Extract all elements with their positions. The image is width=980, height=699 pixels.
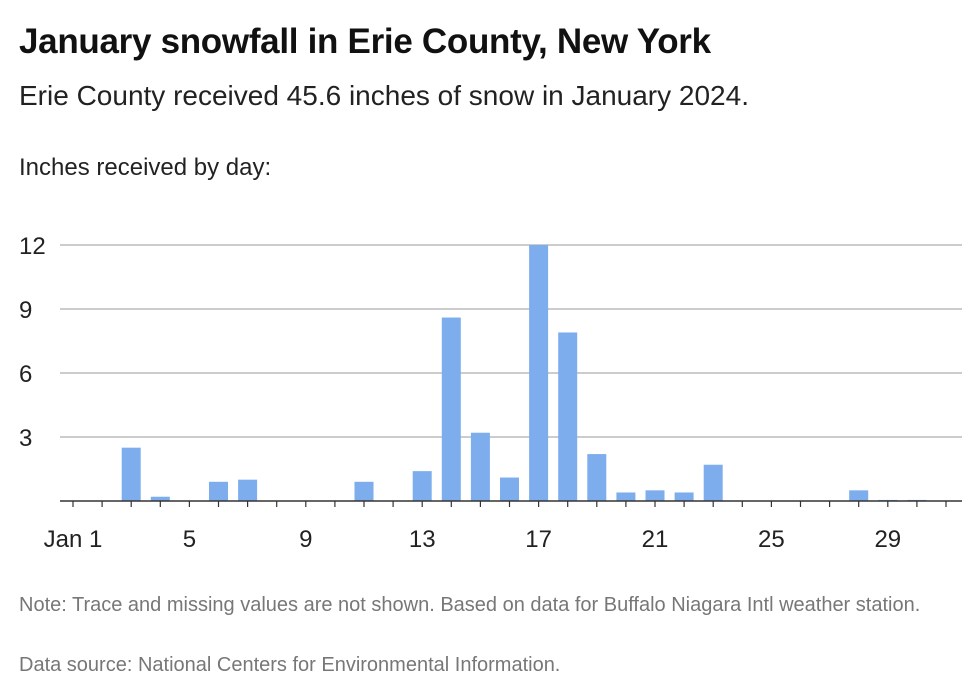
x-tick-label: 17: [525, 526, 552, 553]
y-tick-label: 12: [19, 233, 46, 260]
x-tick-label: 13: [409, 526, 436, 553]
gridlines: [60, 244, 962, 438]
x-tick-labels: Jan 1 5 9 13 17 21 25 29: [44, 526, 902, 553]
bar-day-28: [849, 490, 869, 501]
bar-day-21: [645, 490, 665, 501]
bar-day-7: [238, 479, 258, 501]
y-tick-label: 6: [19, 361, 32, 388]
bar-day-4: [150, 496, 170, 501]
x-tick-label: 9: [299, 526, 312, 553]
x-axis: [60, 500, 962, 507]
bar-day-14: [441, 317, 461, 501]
x-tick-label: 29: [874, 526, 901, 553]
bar-day-17: [529, 245, 549, 501]
bar-day-16: [500, 477, 519, 501]
x-tick-label: 21: [642, 526, 669, 553]
bar-day-19: [587, 454, 607, 501]
x-tick-label: Jan 1: [44, 526, 103, 553]
bar-day-22: [674, 492, 694, 501]
bar-day-20: [616, 492, 636, 501]
y-tick-label: 3: [19, 425, 32, 452]
x-tick-label: 25: [758, 526, 785, 553]
bar-day-13: [412, 471, 432, 501]
bar-day-11: [354, 481, 374, 501]
chart-subtitle: Erie County received 45.6 inches of snow…: [19, 80, 749, 111]
y-axis-label: Inches received by day:: [19, 154, 272, 181]
chart-note: Note: Trace and missing values are not s…: [19, 594, 921, 616]
chart-title: January snowfall in Erie County, New Yor…: [19, 22, 711, 61]
y-tick-label: 9: [19, 297, 32, 324]
data-source: Data source: National Centers for Enviro…: [19, 654, 561, 676]
x-tick-label: 5: [183, 526, 196, 553]
bar-day-18: [558, 332, 578, 501]
bar-day-6: [209, 481, 228, 501]
bar-day-3: [121, 447, 141, 501]
bar-day-23: [703, 464, 723, 501]
y-tick-labels: 3 6 9 12: [19, 233, 46, 452]
bars: [121, 245, 927, 501]
bar-day-15: [470, 432, 490, 501]
